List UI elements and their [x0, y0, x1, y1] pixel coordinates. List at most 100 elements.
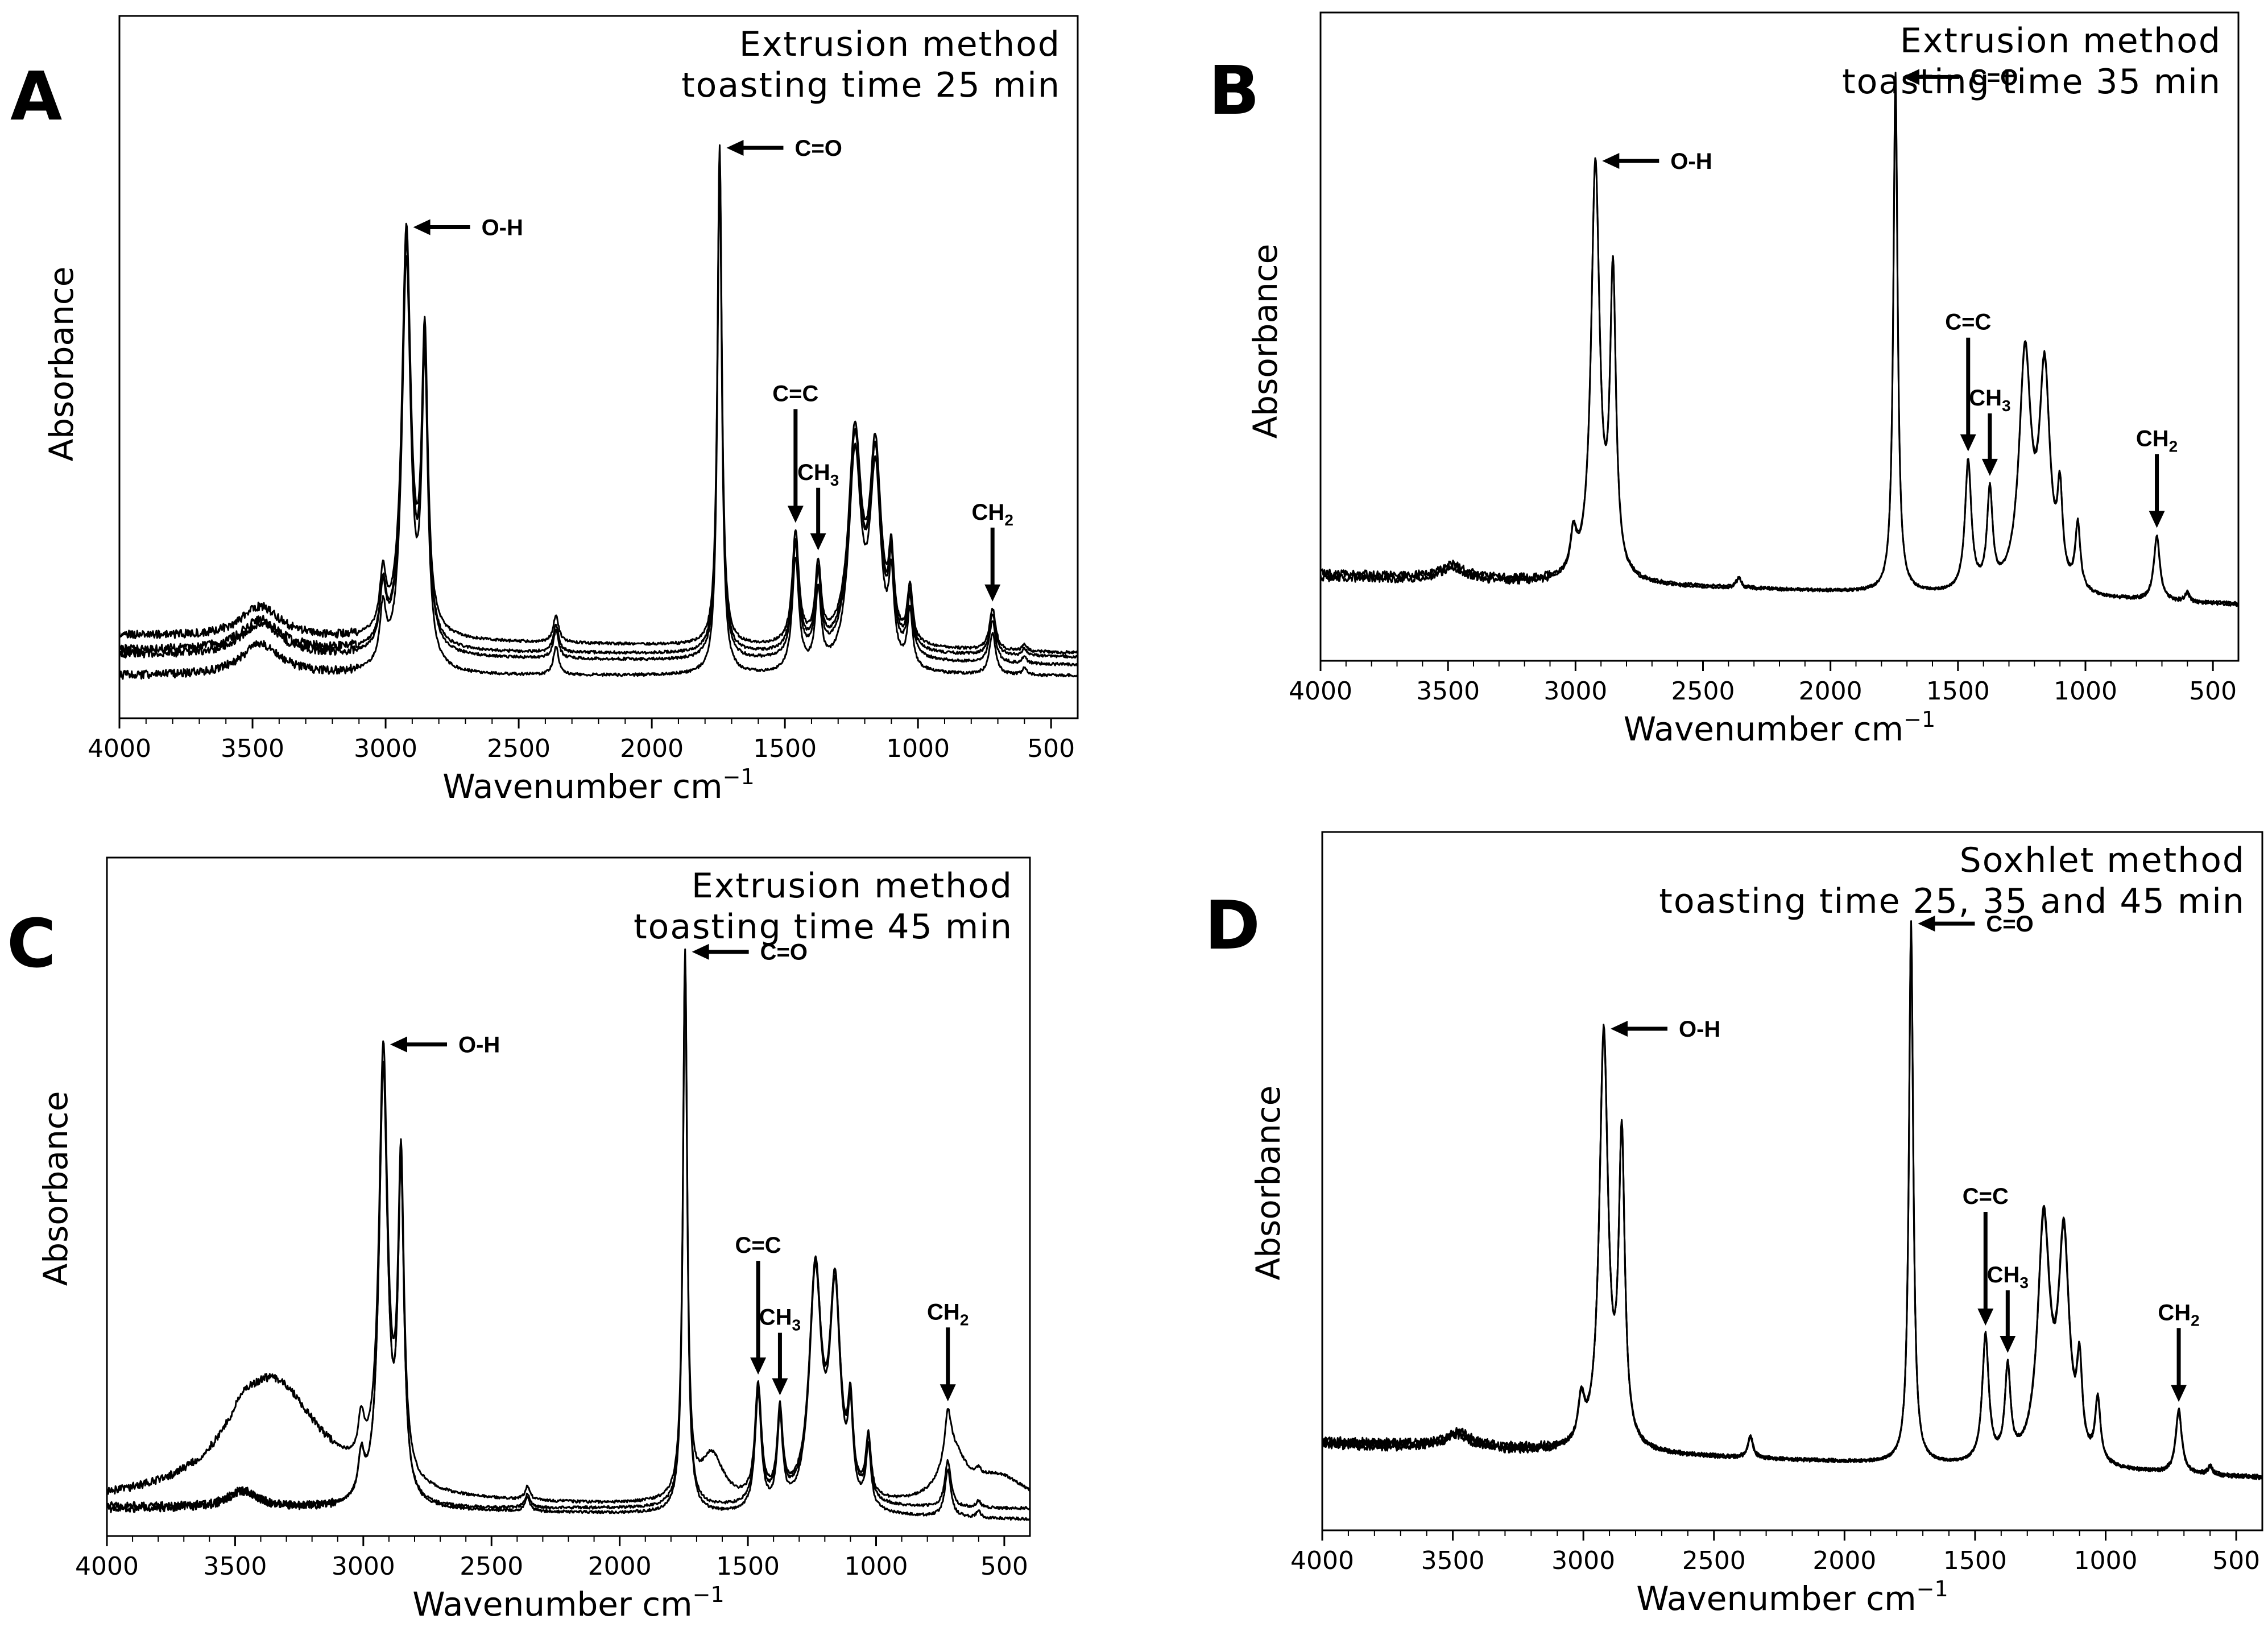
x-axis-title: Wavenumber cm−1	[1636, 1576, 1948, 1618]
panel-d: 4000 3500 3000 2500 2000 1500 1000 500 Wavenumbe…	[1205, 831, 2263, 1618]
spectrum-trace	[118, 168, 1079, 680]
annotation-arrowhead	[2000, 1335, 2016, 1353]
peak-label: C=O	[1986, 912, 2033, 937]
x-tick-label: 2000	[588, 1552, 652, 1581]
x-tick-label: 2500	[487, 734, 551, 763]
annotation-arrowhead	[2149, 511, 2165, 528]
x-tick-label: 3000	[1551, 1546, 1615, 1575]
y-axis-title: Absorbance	[42, 267, 81, 462]
peak-label-text: C=C	[1945, 310, 1991, 335]
x-tick-label: 4000	[1289, 677, 1352, 706]
spectrum-trace	[1321, 920, 2263, 1478]
x-tick-label: 1000	[2074, 1546, 2138, 1575]
panel-title-line: toasting time 35 min	[1842, 62, 2221, 102]
peak-label: CH2	[2158, 1300, 2199, 1329]
x-tick-label: 500	[2212, 1546, 2260, 1575]
annotation-arrowhead	[1918, 916, 1935, 932]
peak-label-text: CH	[927, 1299, 960, 1324]
annotation-arrowhead	[1610, 1020, 1628, 1037]
panel-letter: A	[10, 57, 62, 135]
x-tick-label: 1000	[845, 1552, 908, 1581]
x-tick-label: 3000	[354, 734, 417, 763]
peak-label: O-H	[482, 216, 523, 241]
annotation-arrowhead	[810, 533, 826, 550]
x-tick-label: 500	[1027, 734, 1075, 763]
peak-label: CH2	[972, 500, 1013, 529]
peak-label-text: CH	[759, 1305, 792, 1330]
peak-label-subscript: 2	[1004, 511, 1013, 529]
annotation-arrowhead	[1960, 434, 1976, 452]
x-axis-title-exponent: −1	[723, 764, 755, 789]
panel-b: 4000 3500 3000 2500 2000 1500 1000 500 Wavenumbe…	[1209, 11, 2240, 748]
peak-label: C=O	[1971, 65, 2018, 90]
panel-title-line: Extrusion method	[1900, 21, 2221, 61]
x-tick-label: 3500	[203, 1552, 267, 1581]
x-tick-label: 3500	[221, 734, 284, 763]
peak-label-text: CH	[2136, 426, 2169, 451]
peak-label-subscript: 2	[2191, 1311, 2200, 1329]
peak-label-subscript: 2	[2169, 437, 2178, 455]
y-axis-title: Absorbance	[1249, 1086, 1288, 1281]
spectrum-trace	[1321, 925, 2263, 1480]
panel-title-line: toasting time 45 min	[634, 907, 1013, 947]
peak-label-subscript: 3	[792, 1316, 801, 1334]
x-tick-label: 2000	[1799, 677, 1863, 706]
x-axis-title-exponent: −1	[693, 1582, 725, 1607]
plot-frame	[118, 15, 1079, 719]
annotation-arrowhead	[1602, 153, 1620, 169]
peak-label: C=C	[772, 381, 818, 406]
annotation-arrowhead	[390, 1036, 407, 1053]
x-tick-label: 1000	[886, 734, 950, 763]
peak-label-text: CH	[797, 460, 830, 485]
x-tick-label: 2000	[620, 734, 684, 763]
plot-frame	[1321, 831, 2263, 1531]
y-axis-title: Absorbance	[36, 1091, 75, 1286]
panel-title-line: Extrusion method	[739, 24, 1061, 64]
x-tick-label: 1000	[2054, 677, 2117, 706]
x-axis-title-exponent: −1	[1903, 707, 1935, 732]
annotation-arrowhead	[692, 943, 709, 960]
peak-label: O-H	[458, 1033, 500, 1058]
peak-label-text: CH	[1969, 386, 2002, 411]
annotation-arrowhead	[1977, 1308, 1994, 1326]
x-tick-label: 4000	[88, 734, 151, 763]
spectrum-trace	[118, 144, 1079, 655]
x-axis-title-text: Wavenumber cm	[442, 767, 722, 806]
x-axis-title: Wavenumber cm−1	[442, 764, 754, 806]
peak-label: CH2	[2136, 426, 2178, 455]
spectrum-trace	[106, 955, 1031, 1513]
x-tick-label: 3500	[1416, 677, 1480, 706]
peak-label-subscript: 3	[830, 471, 839, 489]
peak-label-text: C=C	[1963, 1184, 2009, 1209]
panel-title-line: Soxhlet method	[1960, 841, 2245, 880]
spectrum-trace	[1321, 929, 2263, 1480]
peak-label-subscript: 2	[960, 1311, 969, 1328]
spectrum-trace	[1319, 76, 2240, 607]
annotation-arrowhead	[984, 584, 1001, 602]
x-tick-label: 4000	[1290, 1546, 1354, 1575]
x-axis-title-text: Wavenumber cm	[1636, 1579, 1916, 1618]
peak-label: CH3	[1987, 1262, 2029, 1291]
spectrum-trace	[118, 148, 1079, 666]
peak-label: CH3	[759, 1305, 801, 1334]
x-axis-title: Wavenumber cm−1	[412, 1582, 724, 1624]
panel-title-line: toasting time 25, 35 and 45 min	[1659, 881, 2245, 921]
peak-label: O-H	[1679, 1017, 1720, 1042]
x-tick-label: 2500	[460, 1552, 523, 1581]
x-tick-label: 1500	[716, 1552, 780, 1581]
x-axis-title-text: Wavenumber cm	[412, 1585, 692, 1624]
spectrum-trace	[106, 948, 1031, 1504]
annotation-arrowhead	[413, 219, 431, 235]
spectrum-trace	[106, 954, 1030, 1521]
x-tick-label: 4000	[75, 1552, 139, 1581]
panel-letter: D	[1205, 886, 1260, 964]
x-tick-label: 2500	[1682, 1546, 1746, 1575]
annotation-arrowhead	[750, 1357, 767, 1375]
peak-label: CH2	[927, 1299, 969, 1328]
panel-c: 4000 3500 3000 2500 2000 1500 1000 500 Wavenumbe…	[7, 856, 1031, 1624]
annotation-arrowhead	[1981, 458, 1998, 476]
annotation-arrowhead	[2171, 1385, 2187, 1402]
panel-title-line: Extrusion method	[692, 866, 1013, 906]
annotation-arrowhead	[772, 1378, 788, 1396]
